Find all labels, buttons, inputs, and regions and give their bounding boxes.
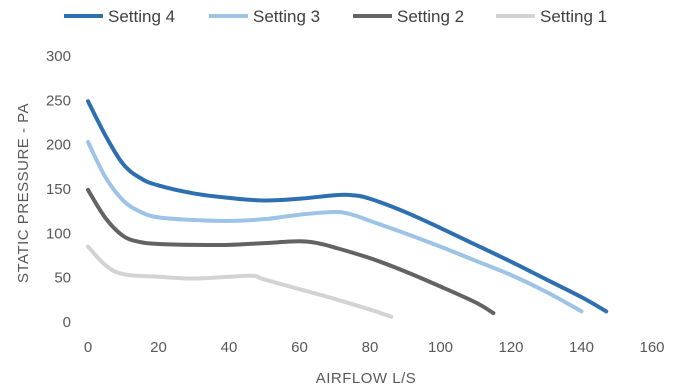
y-tick-label: 0	[63, 314, 71, 331]
series-line-setting-3	[86, 140, 584, 314]
x-tick-label: 80	[362, 339, 379, 356]
x-axis-title: AIRFLOW L/S	[316, 370, 417, 387]
y-axis-ticks: 0 50 100 150 200 250 300	[46, 48, 71, 331]
x-tick-label: 120	[498, 339, 523, 356]
legend-label: Setting 2	[397, 7, 464, 26]
series-line-setting-1	[86, 244, 394, 319]
legend-label: Setting 4	[108, 7, 175, 26]
y-tick-label: 150	[46, 181, 71, 198]
x-tick-label: 20	[150, 339, 167, 356]
x-tick-label: 0	[84, 339, 92, 356]
y-tick-label: 100	[46, 225, 71, 242]
x-tick-label: 40	[221, 339, 238, 356]
legend-item-setting-3: Setting 3	[209, 7, 320, 26]
y-tick-label: 250	[46, 92, 71, 109]
x-tick-label: 140	[569, 339, 594, 356]
y-tick-label: 200	[46, 137, 71, 154]
series-line-setting-4	[86, 99, 609, 314]
y-axis-title: STATIC PRESSURE - PA	[15, 103, 32, 283]
legend-label: Setting 1	[540, 7, 607, 26]
y-tick-label: 300	[46, 48, 71, 65]
legend: Setting 4 Setting 3 Setting 2 Setting 1	[64, 7, 607, 26]
x-axis-ticks: 0 20 40 60 80 100 120 140 160	[84, 339, 665, 356]
x-tick-label: 160	[639, 339, 664, 356]
series-line-setting-2	[86, 187, 496, 316]
x-tick-label: 60	[291, 339, 308, 356]
legend-item-setting-2: Setting 2	[353, 7, 464, 26]
legend-label: Setting 3	[253, 7, 320, 26]
legend-item-setting-1: Setting 1	[496, 7, 607, 26]
series-lines	[86, 99, 609, 319]
legend-item-setting-4: Setting 4	[64, 7, 175, 26]
x-tick-label: 100	[428, 339, 453, 356]
y-tick-label: 50	[54, 270, 71, 287]
